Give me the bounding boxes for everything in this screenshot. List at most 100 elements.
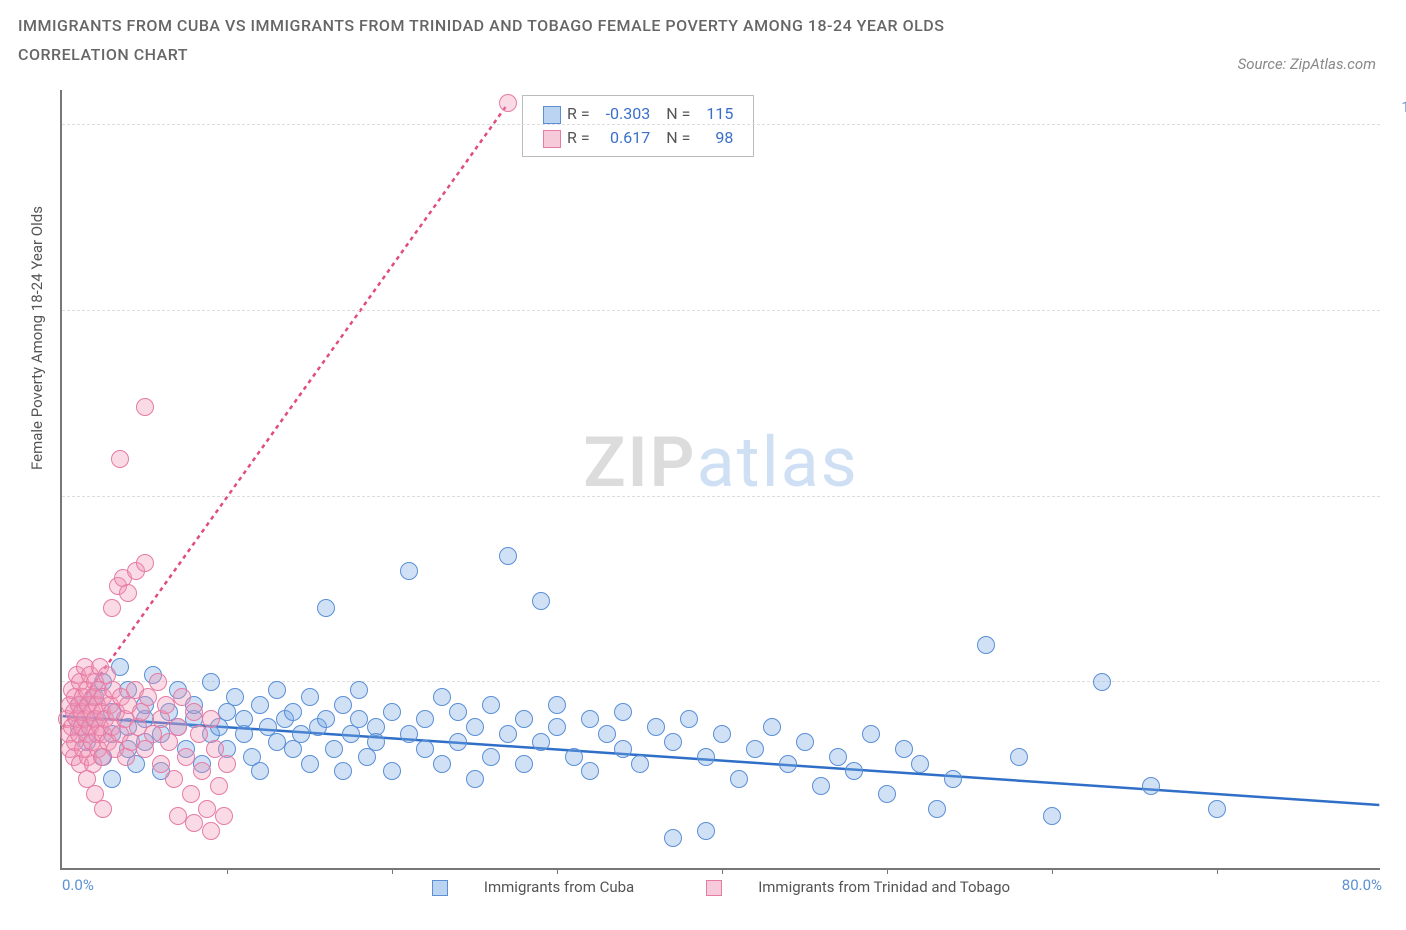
data-point-cuba bbox=[664, 829, 682, 847]
data-point-cuba bbox=[383, 703, 401, 721]
data-point-trinidad bbox=[215, 807, 233, 825]
data-point-cuba bbox=[449, 733, 467, 751]
data-point-cuba bbox=[466, 718, 484, 736]
data-point-trinidad bbox=[149, 673, 167, 691]
data-point-trinidad bbox=[185, 814, 203, 832]
data-point-cuba bbox=[499, 547, 517, 565]
data-point-cuba bbox=[251, 762, 269, 780]
data-point-cuba bbox=[400, 725, 418, 743]
legend-label: Immigrants from Trinidad and Tobago bbox=[758, 878, 1010, 896]
gridline bbox=[62, 681, 1380, 682]
data-point-trinidad bbox=[202, 822, 220, 840]
data-point-cuba bbox=[350, 710, 368, 728]
data-point-cuba bbox=[829, 748, 847, 766]
gridline bbox=[62, 496, 1380, 497]
legend-entry: Immigrants from Cuba bbox=[414, 878, 652, 896]
data-point-cuba bbox=[482, 748, 500, 766]
data-point-cuba bbox=[317, 599, 335, 617]
legend-swatch bbox=[432, 880, 448, 896]
data-point-cuba bbox=[631, 755, 649, 773]
data-point-trinidad bbox=[119, 584, 137, 602]
data-point-cuba bbox=[1142, 777, 1160, 795]
y-tick-label: 100.0% bbox=[1401, 98, 1406, 116]
data-point-cuba bbox=[292, 725, 310, 743]
data-point-cuba bbox=[763, 718, 781, 736]
data-point-cuba bbox=[284, 703, 302, 721]
data-point-cuba bbox=[779, 755, 797, 773]
data-point-cuba bbox=[614, 740, 632, 758]
data-point-cuba bbox=[548, 696, 566, 714]
data-point-cuba bbox=[416, 740, 434, 758]
data-point-cuba bbox=[268, 733, 286, 751]
data-point-cuba bbox=[334, 762, 352, 780]
data-point-cuba bbox=[598, 725, 616, 743]
data-point-trinidad bbox=[198, 800, 216, 818]
legend-entry: Immigrants from Trinidad and Tobago bbox=[688, 878, 1028, 896]
legend-swatch bbox=[543, 130, 561, 148]
data-point-cuba bbox=[548, 718, 566, 736]
data-point-cuba bbox=[895, 740, 913, 758]
data-point-cuba bbox=[334, 696, 352, 714]
x-tick-mark bbox=[1052, 868, 1053, 874]
legend-r-value: -0.303 bbox=[598, 102, 659, 126]
data-point-cuba bbox=[400, 562, 418, 580]
data-point-cuba bbox=[1043, 807, 1061, 825]
x-tick-mark bbox=[887, 868, 888, 874]
source-attribution: Source: ZipAtlas.com bbox=[1238, 55, 1376, 73]
data-point-cuba bbox=[499, 725, 517, 743]
data-point-cuba bbox=[911, 755, 929, 773]
data-point-trinidad bbox=[169, 718, 187, 736]
data-point-cuba bbox=[325, 740, 343, 758]
data-point-cuba bbox=[878, 785, 896, 803]
gridline bbox=[62, 310, 1380, 311]
data-point-cuba bbox=[1208, 800, 1226, 818]
data-point-cuba bbox=[977, 636, 995, 654]
data-point-cuba bbox=[317, 710, 335, 728]
data-point-cuba bbox=[449, 703, 467, 721]
data-point-trinidad bbox=[218, 755, 236, 773]
data-point-cuba bbox=[614, 703, 632, 721]
data-point-cuba bbox=[796, 733, 814, 751]
data-point-cuba bbox=[697, 822, 715, 840]
data-point-trinidad bbox=[94, 800, 112, 818]
data-point-cuba bbox=[664, 733, 682, 751]
y-axis-label: Female Poverty Among 18-24 Year Olds bbox=[28, 206, 46, 470]
watermark: ZIPatlas bbox=[583, 422, 859, 504]
scatter-chart: ZIPatlas R =-0.303N =115R =0.617N =98 Im… bbox=[60, 90, 1380, 870]
x-tick-mark bbox=[1217, 868, 1218, 874]
data-point-trinidad bbox=[177, 748, 195, 766]
x-tick-mark bbox=[392, 868, 393, 874]
data-point-cuba bbox=[515, 710, 533, 728]
data-point-trinidad bbox=[499, 94, 517, 112]
data-point-trinidad bbox=[157, 696, 175, 714]
data-point-cuba bbox=[647, 718, 665, 736]
data-point-cuba bbox=[928, 800, 946, 818]
series-legend: Immigrants from Cuba Immigrants from Trin… bbox=[62, 878, 1380, 896]
legend-n-value: 98 bbox=[698, 126, 741, 150]
data-point-cuba bbox=[532, 592, 550, 610]
legend-row: R =0.617N =98 bbox=[535, 126, 741, 150]
gridline bbox=[62, 124, 1380, 125]
data-point-cuba bbox=[746, 740, 764, 758]
data-point-cuba bbox=[416, 710, 434, 728]
data-point-cuba bbox=[251, 696, 269, 714]
data-point-cuba bbox=[862, 725, 880, 743]
data-point-cuba bbox=[268, 681, 286, 699]
correlation-legend: R =-0.303N =115R =0.617N =98 bbox=[522, 95, 754, 157]
data-point-cuba bbox=[730, 770, 748, 788]
data-point-cuba bbox=[713, 725, 731, 743]
data-point-cuba bbox=[944, 770, 962, 788]
data-point-cuba bbox=[581, 710, 599, 728]
x-tick-mark bbox=[722, 868, 723, 874]
data-point-cuba bbox=[235, 710, 253, 728]
x-tick-mark bbox=[227, 868, 228, 874]
legend-n-value: 115 bbox=[698, 102, 741, 126]
data-point-trinidad bbox=[103, 599, 121, 617]
data-point-cuba bbox=[697, 748, 715, 766]
data-point-cuba bbox=[466, 770, 484, 788]
data-point-cuba bbox=[226, 688, 244, 706]
data-point-cuba bbox=[845, 762, 863, 780]
data-point-cuba bbox=[482, 696, 500, 714]
data-point-trinidad bbox=[193, 762, 211, 780]
data-point-cuba bbox=[680, 710, 698, 728]
